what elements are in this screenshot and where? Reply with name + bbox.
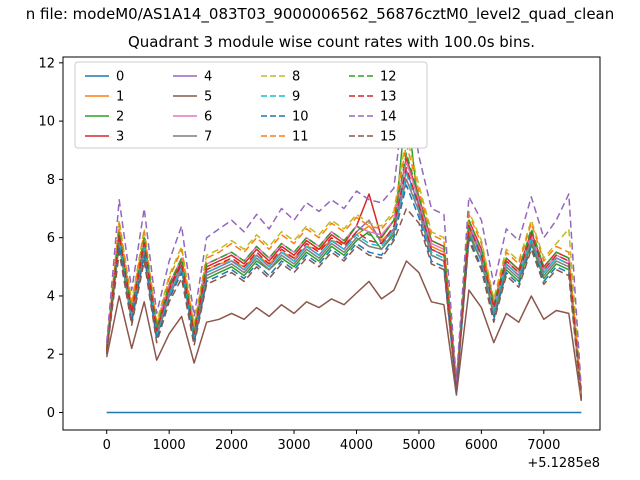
legend-label: 7 xyxy=(204,130,212,145)
legend-label: 4 xyxy=(204,70,212,85)
y-tick-label: 8 xyxy=(47,173,55,188)
legend-label: 9 xyxy=(292,90,300,105)
legend-label: 13 xyxy=(380,90,397,105)
x-tick-label: 6000 xyxy=(465,438,498,453)
legend-label: 2 xyxy=(116,110,124,125)
x-tick-label: 7000 xyxy=(527,438,560,453)
series-line-15 xyxy=(105,207,583,401)
x-tick-label: 2000 xyxy=(215,438,248,453)
series-line-14 xyxy=(105,76,583,390)
series-line-10 xyxy=(105,184,583,398)
legend-label: 3 xyxy=(116,130,124,145)
y-tick-label: 6 xyxy=(47,231,55,246)
axes-title: Quadrant 3 module wise count rates with … xyxy=(127,33,536,51)
legend-label: 8 xyxy=(292,70,300,85)
legend-label: 12 xyxy=(380,70,397,85)
y-tick-label: 0 xyxy=(47,406,55,421)
legend-label: 1 xyxy=(116,90,124,105)
series-line-13 xyxy=(105,166,583,398)
figure-suptitle: n file: modeM0/AS1A14_083T03_9000006562_… xyxy=(25,5,615,23)
x-tick-label: 3000 xyxy=(277,438,310,453)
y-tick-label: 12 xyxy=(38,56,55,71)
series-line-7 xyxy=(105,178,583,398)
x-tick-label: 5000 xyxy=(402,438,435,453)
axes-spines xyxy=(62,56,601,431)
series-line-5 xyxy=(105,260,583,402)
series-line-9 xyxy=(105,172,583,398)
legend-label: 0 xyxy=(116,70,124,85)
legend-box xyxy=(74,61,428,149)
series-line-12 xyxy=(105,152,583,396)
legend-label: 11 xyxy=(292,130,309,145)
x-tick-label: 0 xyxy=(103,438,111,453)
legend-label: 14 xyxy=(380,110,397,125)
x-offset-label: +5.1285e8 xyxy=(527,456,600,471)
y-tick-label: 2 xyxy=(47,348,55,363)
x-tick-label: 4000 xyxy=(340,438,373,453)
legend-label: 10 xyxy=(292,110,309,125)
y-tick-label: 10 xyxy=(38,115,55,130)
legend-label: 5 xyxy=(204,90,212,105)
x-tick-label: 1000 xyxy=(153,438,186,453)
legend-label: 6 xyxy=(204,110,212,125)
y-tick-label: 4 xyxy=(47,289,55,304)
legend-label: 15 xyxy=(380,130,397,145)
